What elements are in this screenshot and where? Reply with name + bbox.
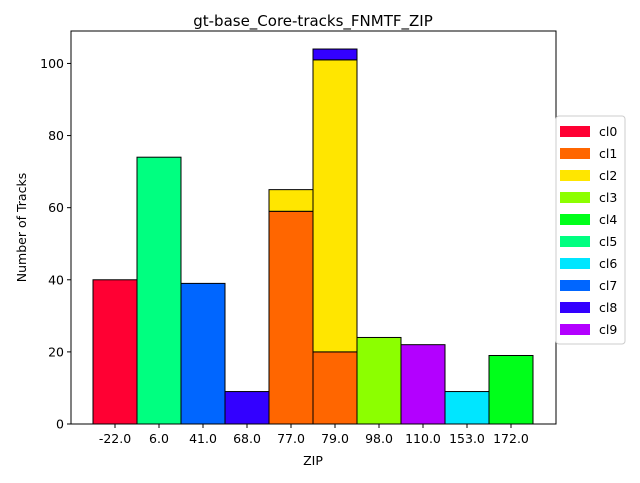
x-tick-label: -22.0 xyxy=(99,431,131,446)
bar-cl9-7 xyxy=(400,344,446,425)
legend-label-cl8: cl8 xyxy=(599,300,617,315)
x-tick-label: 68.0 xyxy=(233,431,261,446)
bar-cl8-5 xyxy=(312,48,358,61)
bar-cl6-8 xyxy=(444,391,490,425)
legend-swatch-cl4 xyxy=(560,214,590,225)
legend-label-cl9: cl9 xyxy=(599,322,617,337)
legend: cl0 cl1 cl2 cl3 cl4 cl5 cl6 cl7 cl8 cl9 xyxy=(555,115,626,345)
bar-cl4-9 xyxy=(488,354,534,425)
bar-cl1-4 xyxy=(268,210,314,425)
bar-cl1-5 xyxy=(312,351,358,425)
legend-swatch-cl8 xyxy=(560,302,590,313)
legend-swatch-cl0 xyxy=(560,126,590,137)
legend-label-cl1: cl1 xyxy=(599,146,617,161)
x-axis-title: ZIP xyxy=(303,453,323,468)
y-tick-label: 60 xyxy=(48,200,64,215)
x-axis: -22.0 6.0 41.0 68.0 77.0 79.0 98.0 110.0 153.0 17… xyxy=(99,424,529,446)
y-tick-label: 40 xyxy=(48,272,64,287)
legend-swatch-cl7 xyxy=(560,280,590,291)
legend-swatch-cl1 xyxy=(560,148,590,159)
legend-swatch-cl5 xyxy=(560,236,590,247)
y-tick-label: 100 xyxy=(40,56,64,71)
x-tick-label: 110.0 xyxy=(405,431,441,446)
y-axis: 0 20 40 60 80 100 xyxy=(40,56,71,432)
legend-swatch-cl2 xyxy=(560,170,590,181)
bar-cl2-4 xyxy=(268,189,314,212)
bars-group xyxy=(92,48,534,425)
legend-swatch-cl6 xyxy=(560,258,590,269)
y-tick-label: 80 xyxy=(48,128,64,143)
legend-label-cl0: cl0 xyxy=(599,124,617,139)
legend-label-cl5: cl5 xyxy=(599,234,617,249)
x-tick-label: 41.0 xyxy=(189,431,217,446)
x-tick-label: 98.0 xyxy=(365,431,393,446)
x-tick-label: 6.0 xyxy=(149,431,169,446)
bar-cl5-1 xyxy=(136,156,182,425)
legend-swatch-cl9 xyxy=(560,324,590,335)
bar-cl2-5 xyxy=(312,59,358,353)
bar-cl0-0 xyxy=(92,279,138,425)
x-tick-label: 153.0 xyxy=(449,431,485,446)
bar-cl8-3 xyxy=(224,391,270,425)
legend-swatch-cl3 xyxy=(560,192,590,203)
x-tick-label: 77.0 xyxy=(277,431,305,446)
x-tick-label: 172.0 xyxy=(493,431,529,446)
y-tick-label: 20 xyxy=(48,344,64,359)
legend-label-cl4: cl4 xyxy=(599,212,617,227)
chart-title: gt-base_Core-tracks_FNMTF_ZIP xyxy=(193,12,433,31)
legend-label-cl2: cl2 xyxy=(599,168,617,183)
legend-label-cl6: cl6 xyxy=(599,256,617,271)
x-tick-label: 79.0 xyxy=(321,431,349,446)
bar-cl7-2 xyxy=(180,282,226,425)
y-axis-title: Number of Tracks xyxy=(14,173,29,282)
legend-label-cl7: cl7 xyxy=(599,278,617,293)
bar-cl3-6 xyxy=(356,336,402,425)
y-tick-label: 0 xyxy=(56,417,64,432)
legend-label-cl3: cl3 xyxy=(599,190,617,205)
